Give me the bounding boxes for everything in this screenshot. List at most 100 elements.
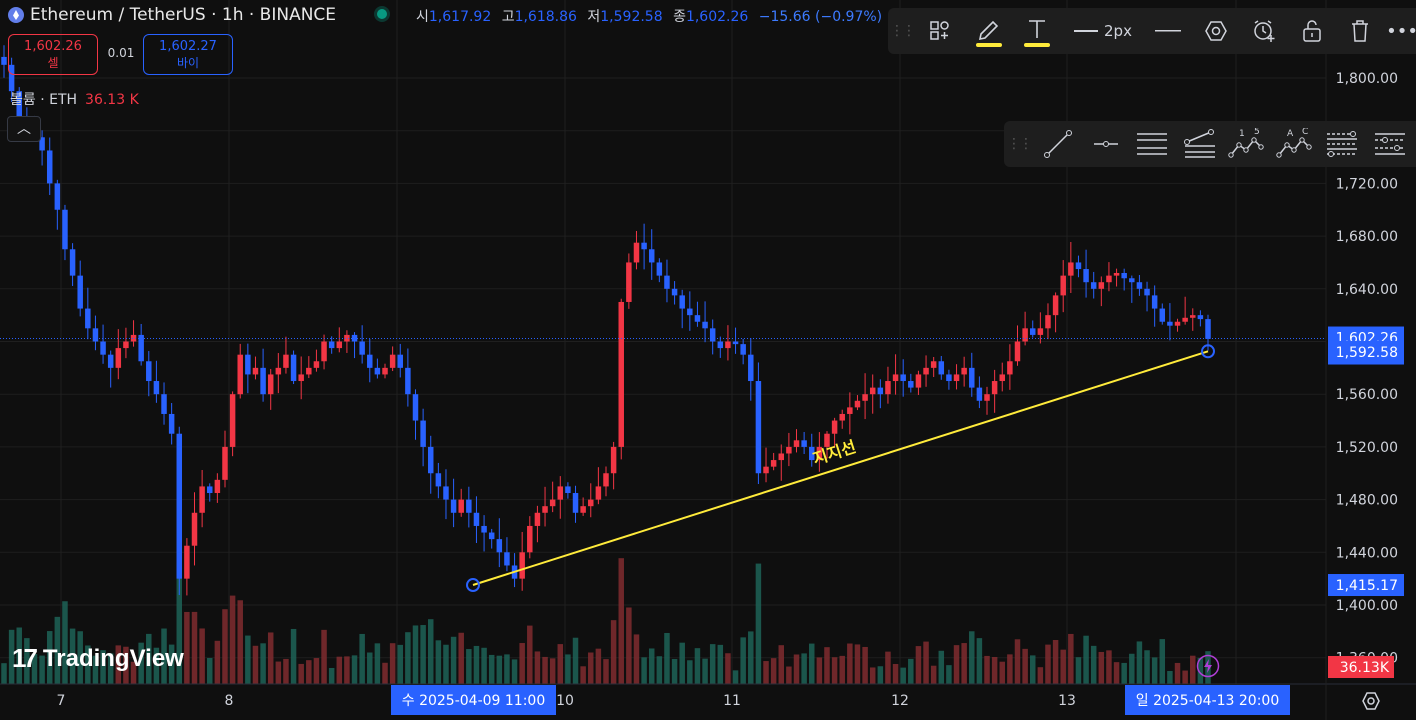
support-trendline[interactable] — [472, 350, 1209, 586]
line-style-icon[interactable] — [1154, 8, 1182, 54]
tradingview-logo-icon: 17 — [12, 643, 38, 673]
candle-body — [214, 479, 221, 494]
unlock-icon[interactable] — [1298, 8, 1326, 54]
volume-bar — [115, 645, 122, 684]
buy-button[interactable]: 1,602.27 바이 — [143, 34, 233, 75]
fib-retracement-tool-icon[interactable] — [1324, 121, 1360, 167]
candle-body — [595, 486, 602, 500]
y-axis-tick-label: 1,640.00 — [1336, 282, 1398, 298]
candle-body — [1205, 319, 1211, 339]
candle-body — [260, 367, 266, 395]
candle-body — [717, 341, 724, 349]
candle-body — [1075, 262, 1082, 270]
symbol-header[interactable]: Ethereum / TetherUS · 1h · BINANCE — [8, 4, 336, 26]
candle-body — [504, 552, 510, 566]
volume-bar — [648, 648, 655, 684]
line-width-select[interactable]: 2px — [1072, 8, 1134, 54]
drag-handle-icon[interactable]: ⋮⋮ — [1007, 136, 1033, 152]
volume-bar — [24, 638, 30, 684]
svg-text:A: A — [1287, 129, 1294, 139]
candle-body — [900, 374, 906, 382]
fib-extension-tool-icon[interactable] — [1372, 121, 1408, 167]
volume-label: 볼륨 · ETH — [10, 92, 78, 108]
volume-bar — [450, 636, 457, 684]
candle-body — [885, 381, 891, 395]
chart-settings-gear-icon[interactable] — [1360, 690, 1382, 712]
candle-body — [1159, 308, 1166, 322]
buy-price: 1,602.27 — [159, 39, 217, 54]
volume-bar — [1106, 650, 1112, 684]
volume-legend[interactable]: 볼륨 · ETH 36.13 K — [10, 89, 139, 109]
volume-bar — [1190, 655, 1196, 684]
parallel-channel-tool-icon[interactable] — [1134, 121, 1170, 167]
volume-bar — [976, 638, 983, 684]
settings-hexagon-icon[interactable] — [1202, 8, 1230, 54]
candle-body — [306, 367, 312, 375]
more-icon[interactable]: ••• — [1386, 20, 1416, 42]
volume-bar — [519, 643, 525, 684]
x-axis-tick-label: 10 — [556, 693, 574, 709]
volume-bar — [146, 633, 152, 684]
volume-bar — [1068, 633, 1074, 684]
sell-button[interactable]: 1,602.26 셀 — [8, 34, 98, 75]
volume-bar — [854, 644, 861, 684]
watermark-text: TradingView — [42, 644, 184, 672]
time-axis-date-label: 수 2025-04-09 11:00 — [402, 693, 546, 709]
candle-body — [237, 354, 243, 395]
candle-body — [1197, 315, 1204, 320]
candle-body — [252, 367, 259, 375]
volume-bar — [549, 658, 556, 684]
candle-body — [908, 381, 914, 388]
trendline-start-handle[interactable] — [466, 578, 480, 593]
volume-bar — [542, 656, 548, 684]
candle-body — [107, 354, 114, 368]
candle-body — [618, 301, 624, 447]
volume-bar — [229, 595, 236, 684]
line-color-pencil-icon[interactable] — [974, 8, 1004, 54]
volume-bar — [732, 670, 739, 684]
candle-body — [816, 446, 823, 461]
candle-body — [1060, 275, 1066, 296]
candle-body — [725, 341, 731, 349]
candle-body — [336, 341, 343, 349]
templates-icon[interactable] — [926, 8, 954, 54]
candle-body — [1098, 282, 1105, 289]
volume-bar — [77, 631, 83, 684]
volume-bar — [153, 647, 160, 684]
text-color-icon[interactable] — [1022, 8, 1052, 54]
regression-channel-tool-icon[interactable] — [1182, 121, 1218, 167]
tradingview-watermark: 17 TradingView — [12, 643, 184, 674]
candle-body — [458, 499, 464, 513]
candle-body — [1029, 328, 1036, 335]
volume-tag: 36.13K — [1340, 660, 1390, 676]
trendline-end-handle[interactable] — [1201, 344, 1215, 359]
volume-bar — [984, 655, 990, 684]
y-axis-tick-label: 1,560.00 — [1336, 387, 1398, 403]
trash-icon[interactable] — [1346, 8, 1374, 54]
volume-bar — [1182, 670, 1188, 684]
volume-bar — [778, 645, 785, 684]
candle-body — [389, 354, 396, 368]
volume-bar — [481, 647, 487, 684]
candle-body — [1014, 341, 1021, 362]
add-alert-icon[interactable] — [1250, 8, 1278, 54]
collapse-legend-button[interactable]: ︿ — [7, 116, 41, 142]
volume-bar — [588, 652, 594, 684]
drag-handle-icon[interactable]: ⋮⋮ — [890, 23, 916, 39]
volume-bar — [1060, 649, 1066, 684]
candle-body — [130, 334, 137, 342]
spread-value: 0.01 — [107, 46, 135, 60]
candle-body — [1022, 328, 1028, 342]
candle-body — [778, 453, 785, 461]
y-axis-tick-label: 1,520.00 — [1336, 440, 1398, 456]
trend-line-tool-icon[interactable] — [1040, 121, 1076, 167]
volume-bar — [123, 646, 129, 684]
candle-body — [892, 374, 899, 382]
lightning-icon[interactable] — [1196, 654, 1220, 678]
candle-body — [328, 341, 335, 349]
horizontal-ray-tool-icon[interactable] — [1088, 121, 1124, 167]
volume-value: 36.13 K — [85, 92, 139, 108]
